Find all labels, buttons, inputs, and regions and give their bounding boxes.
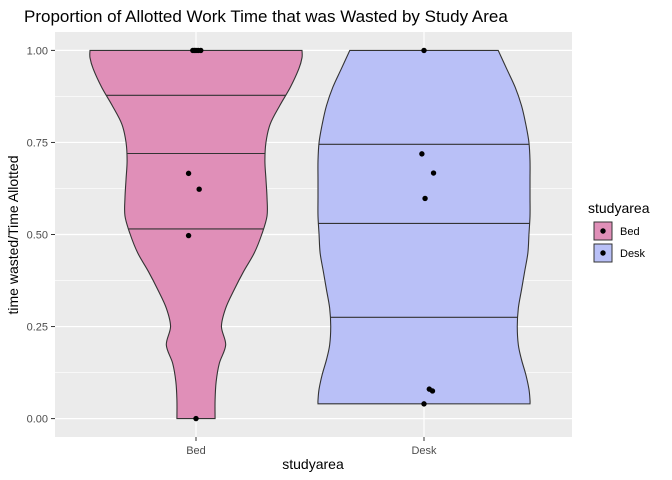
legend-label-bed: Bed — [620, 226, 640, 238]
data-point-desk — [421, 47, 427, 54]
violins — [89, 49, 531, 420]
y-tick-label: 0.75 — [27, 137, 48, 149]
x-axis: Bed Desk — [186, 437, 437, 457]
y-tick-label: 1.00 — [27, 45, 48, 57]
legend: studyarea Bed Desk — [588, 200, 650, 263]
violin-bed — [89, 49, 303, 420]
y-tick-label: 0.00 — [27, 414, 48, 426]
legend-point-desk — [600, 250, 606, 256]
data-point-desk — [430, 170, 437, 176]
data-point-bed — [185, 232, 192, 239]
chart-title: Proportion of Allotted Work Time that wa… — [24, 7, 508, 26]
legend-point-bed — [600, 228, 606, 234]
data-point-bed — [185, 170, 192, 177]
legend-label-desk: Desk — [620, 248, 646, 260]
x-tick-label: Bed — [186, 445, 206, 457]
data-point-desk — [421, 401, 427, 407]
data-point-desk — [422, 195, 428, 202]
data-points — [185, 47, 437, 422]
y-tick-label: 0.50 — [27, 230, 48, 242]
data-point-desk — [419, 151, 425, 157]
data-point-bed — [193, 415, 199, 422]
data-point-bed — [196, 186, 202, 192]
x-tick-label: Desk — [411, 445, 437, 457]
violin-desk — [317, 49, 531, 405]
y-tick-label: 0.25 — [27, 322, 48, 334]
y-axis: 0.00 0.25 0.50 0.75 1.00 — [27, 45, 55, 426]
legend-title: studyarea — [588, 200, 650, 216]
data-point-bed — [198, 47, 204, 54]
data-point-desk — [426, 386, 432, 392]
x-axis-title: studyarea — [282, 456, 344, 472]
y-axis-title: time wasted/Time Allotted — [5, 156, 21, 315]
